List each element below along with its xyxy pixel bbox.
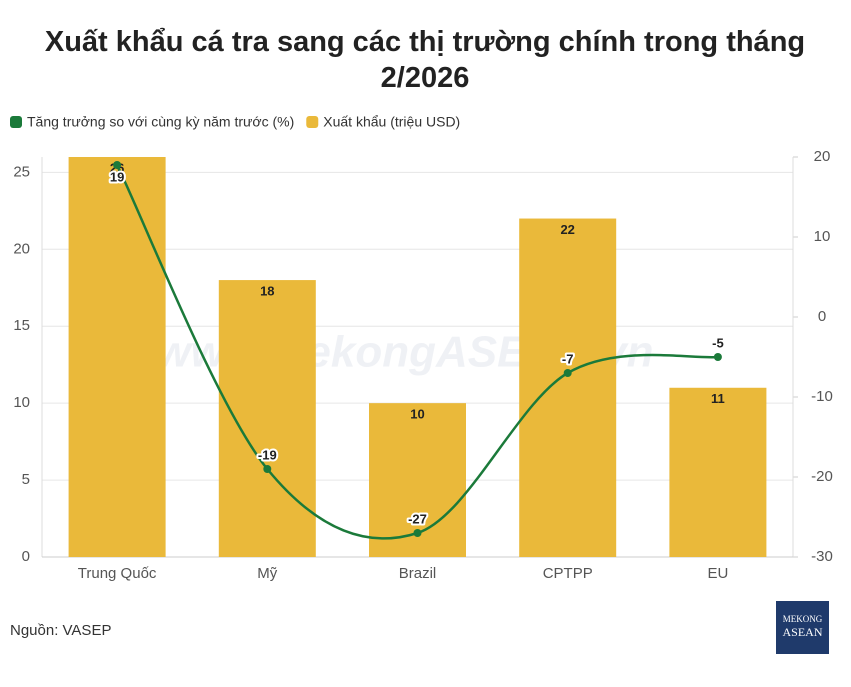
bar (519, 218, 617, 558)
legend-label: Tăng trưởng so với cùng kỳ năm trước (%) (27, 114, 294, 130)
source: Nguồn: VASEP (10, 622, 111, 639)
line-value-label: -27 (408, 511, 427, 526)
y-tick-label: 20 (13, 240, 30, 257)
bar-value-label: 10 (410, 407, 424, 422)
y2-tick-label: 10 (814, 228, 831, 245)
line-point (113, 161, 122, 169)
y2-tick-label: -10 (811, 388, 833, 405)
logo-text: MEKONG (783, 614, 823, 624)
y2-tick-label: 0 (818, 308, 826, 325)
legend-swatch (10, 116, 22, 128)
line-value-label: -7 (562, 351, 574, 366)
y2-tick-label: 20 (814, 148, 831, 165)
bar (68, 157, 166, 557)
y2-tick-label: -20 (811, 468, 833, 485)
chart-title: Xuất khẩu cá tra sang các thị trường chí… (45, 26, 805, 94)
line-point (413, 529, 422, 537)
legend-swatch (306, 116, 319, 128)
line-point (713, 353, 722, 361)
x-tick-label: Mỹ (257, 565, 277, 582)
bar (218, 280, 316, 557)
line-point (263, 465, 272, 473)
logo-text: ASEAN (782, 625, 822, 639)
line-point (563, 369, 572, 377)
bar-value-label: 18 (260, 284, 274, 299)
bar-value-label: 22 (560, 222, 574, 237)
y-tick-label: 0 (22, 548, 30, 565)
line (115, 164, 719, 540)
y-tick-label: 25 (13, 163, 30, 180)
x-tick-label: EU (707, 565, 728, 582)
bar-value-label: 11 (711, 391, 725, 406)
legend-label: Xuất khẩu (triệu USD) (323, 114, 460, 130)
line-value-label: 19 (110, 169, 124, 184)
x-tick-label: CPTPP (543, 565, 593, 582)
logo-box (776, 601, 829, 654)
line-value-label: -19 (258, 447, 277, 462)
line-value-label: -5 (712, 335, 724, 350)
y-tick-label: 5 (22, 471, 30, 488)
bar (669, 387, 767, 557)
y2-tick-label: -30 (811, 548, 833, 565)
x-tick-label: Brazil (399, 565, 437, 582)
y-tick-label: 10 (13, 394, 30, 411)
y-tick-label: 15 (13, 317, 30, 334)
x-tick-label: Trung Quốc (78, 565, 157, 582)
